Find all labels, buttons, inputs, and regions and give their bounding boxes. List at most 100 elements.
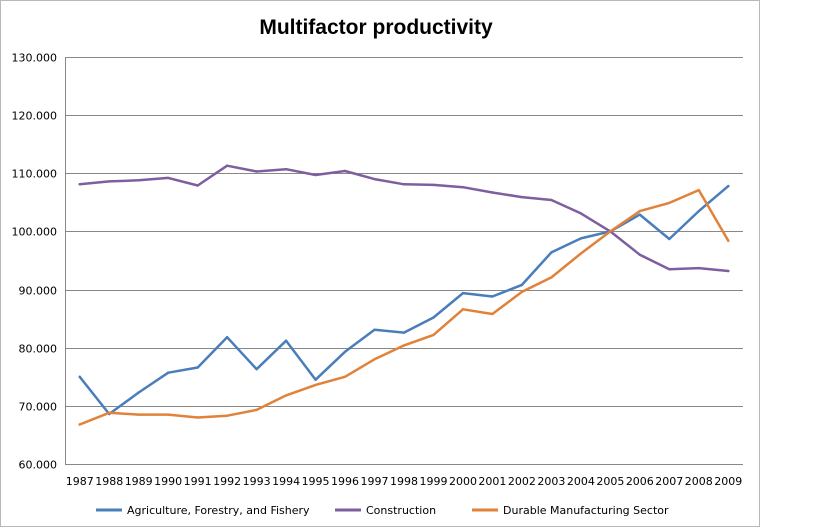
data-point <box>461 308 465 311</box>
data-point <box>255 368 258 371</box>
x-tick-label: 1999 <box>419 475 447 488</box>
series-lines <box>78 164 730 426</box>
x-tick-label: 1991 <box>184 475 212 488</box>
x-tick-label: 2006 <box>626 475 654 488</box>
x-tick-label: 2001 <box>478 475 506 488</box>
data-point <box>727 269 730 273</box>
data-point <box>432 183 435 187</box>
x-tick-label: 1994 <box>272 475 300 488</box>
data-point <box>550 251 553 254</box>
data-point <box>314 383 317 387</box>
data-point <box>638 209 641 213</box>
data-point <box>108 180 111 183</box>
x-tick-label: 2008 <box>685 475 713 488</box>
legend-label: Construction <box>366 504 436 517</box>
data-point <box>491 312 494 316</box>
data-point <box>697 266 700 270</box>
gridlines <box>65 57 743 465</box>
data-point <box>137 391 140 394</box>
legend: Agriculture, Forestry, and Fishery Constr… <box>96 504 669 517</box>
data-point <box>402 331 406 334</box>
y-tick-label: 90.000 <box>19 285 58 298</box>
series-1 <box>78 184 730 416</box>
x-tick-label: 2004 <box>567 475 595 488</box>
data-point <box>432 333 435 337</box>
data-point <box>196 366 199 369</box>
chart-area: Multifactor productivity 60.000 70.000 80.… <box>0 0 760 527</box>
data-point <box>255 170 258 173</box>
x-tick-label: 1992 <box>213 475 241 488</box>
x-tick-label: 1996 <box>331 475 359 488</box>
y-tick-label: 100.000 <box>12 226 58 239</box>
x-tick-label: 2003 <box>537 475 565 488</box>
data-point <box>78 423 81 426</box>
data-point <box>225 336 229 339</box>
x-tick-label: 2007 <box>655 475 683 488</box>
chart-title: Multifactor productivity <box>259 16 493 39</box>
data-point <box>284 394 288 397</box>
data-point <box>78 183 81 186</box>
data-point <box>638 253 641 256</box>
x-tick-label: 1988 <box>95 475 123 488</box>
data-point <box>402 183 406 186</box>
data-point <box>373 358 376 361</box>
data-point <box>314 173 317 177</box>
x-tick-label: 1997 <box>361 475 389 488</box>
data-point <box>167 371 170 374</box>
x-tick-label: 1998 <box>390 475 418 488</box>
data-point <box>167 176 170 180</box>
data-point <box>373 328 376 331</box>
data-point <box>727 239 730 242</box>
series-3 <box>78 188 730 426</box>
data-point <box>255 408 258 412</box>
chart-svg: Multifactor productivity 60.000 70.000 80.… <box>12 16 743 517</box>
y-tick-label: 130.000 <box>12 52 58 65</box>
data-point <box>196 416 199 419</box>
data-point <box>697 188 700 192</box>
data-point <box>343 375 347 378</box>
data-point <box>609 230 612 233</box>
x-tick-label: 1987 <box>66 475 94 488</box>
y-tick-label: 120.000 <box>12 110 58 123</box>
data-point <box>402 344 406 347</box>
y-axis-tick-labels: 60.000 70.000 80.000 90.000 100.000 110.000 12… <box>12 52 58 472</box>
data-point <box>432 316 435 319</box>
data-point <box>196 184 199 187</box>
data-point <box>668 201 671 205</box>
x-tick-label: 1990 <box>154 475 182 488</box>
y-tick-label: 80.000 <box>19 343 58 356</box>
data-point <box>550 198 553 202</box>
data-point <box>491 295 494 298</box>
series-2 <box>78 164 730 273</box>
x-tick-label: 1993 <box>243 475 271 488</box>
data-point <box>225 164 229 167</box>
data-point <box>638 213 641 216</box>
data-point <box>520 290 524 294</box>
data-point <box>727 184 730 188</box>
data-point <box>373 177 376 181</box>
data-point <box>668 237 671 241</box>
data-point <box>314 378 317 381</box>
x-tick-label: 2009 <box>714 475 742 488</box>
y-tick-label: 60.000 <box>19 459 58 472</box>
x-tick-label: 2005 <box>596 475 624 488</box>
data-point <box>491 191 494 194</box>
x-tick-label: 2000 <box>449 475 477 488</box>
data-point <box>343 169 347 173</box>
data-point <box>579 237 583 240</box>
x-tick-label: 2002 <box>508 475 536 488</box>
data-point <box>137 179 140 182</box>
y-tick-label: 70.000 <box>19 401 58 414</box>
data-point <box>167 413 170 416</box>
data-point <box>550 276 553 279</box>
data-point <box>579 212 583 215</box>
x-axis-tick-labels: 1987 1988 1989 1990 1991 1992 1993 1994 1995 1996… <box>66 475 743 488</box>
data-point <box>697 209 700 213</box>
data-point <box>520 283 524 287</box>
data-point <box>137 413 140 416</box>
x-tick-label: 1995 <box>302 475 330 488</box>
data-point <box>108 411 111 414</box>
data-point <box>78 375 81 378</box>
data-point <box>225 414 229 417</box>
x-tick-label: 1989 <box>125 475 153 488</box>
